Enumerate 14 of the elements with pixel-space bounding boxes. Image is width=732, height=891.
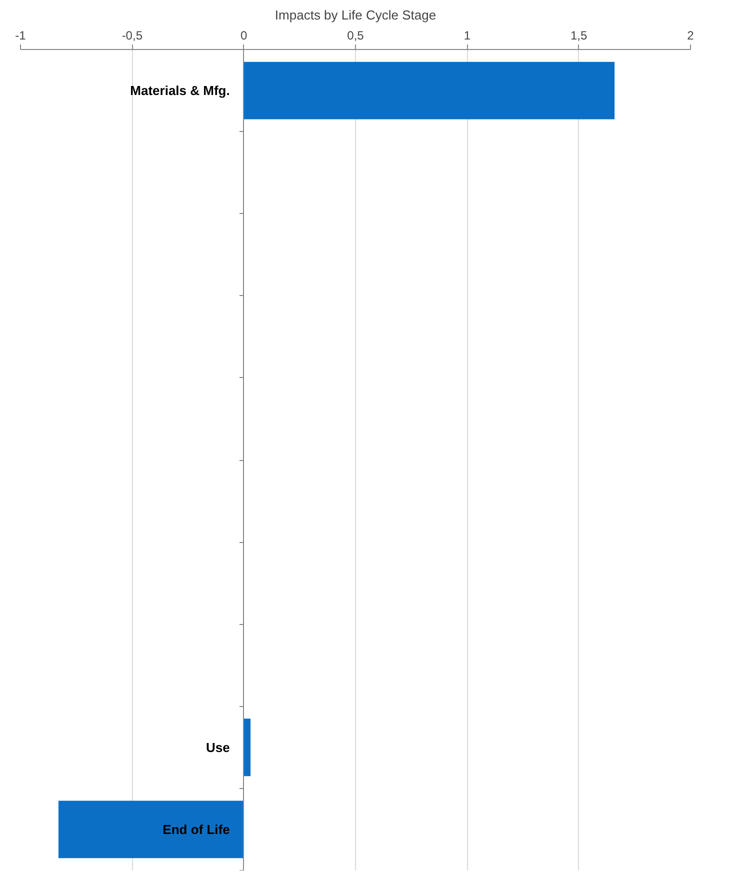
- y-tick-label: Materials & Mfg.: [130, 83, 230, 98]
- x-tick-label: 1,5: [570, 28, 588, 42]
- x-tick-label: -1: [15, 28, 26, 42]
- chart-title: Impacts by Life Cycle Stage: [274, 8, 436, 22]
- x-tick-label: -0,5: [122, 28, 143, 42]
- bar: [244, 718, 251, 776]
- x-tick-label: 0,5: [347, 28, 364, 42]
- x-tick-label: 2: [687, 28, 694, 42]
- y-tick-label: Use: [206, 740, 230, 755]
- x-tick-label: 0: [240, 28, 248, 42]
- bar: [58, 800, 244, 858]
- y-tick-label: End of Life: [162, 822, 230, 837]
- bar: [244, 62, 615, 120]
- x-tick-label: 1: [464, 28, 471, 42]
